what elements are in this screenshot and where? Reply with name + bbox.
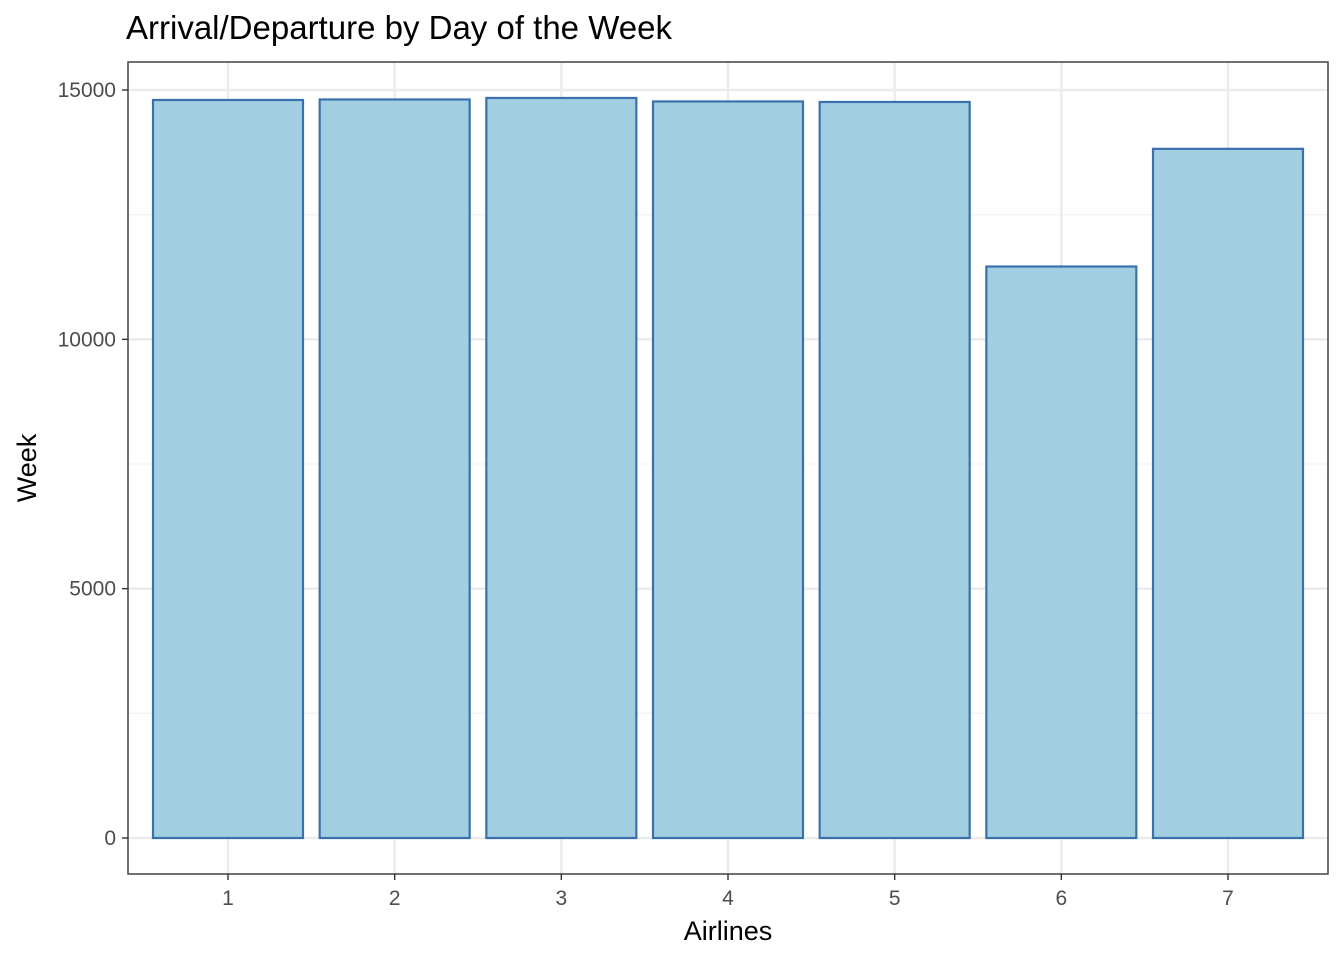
bar-7 — [1151, 147, 1305, 840]
bar-2 — [318, 98, 471, 840]
bar-4 — [651, 100, 805, 840]
x-axis: 1 2 3 4 5 6 7 — [222, 874, 1234, 910]
y-tick-label: 10000 — [58, 328, 116, 351]
x-tick-label: 7 — [1222, 887, 1234, 910]
x-tick-label: 2 — [389, 887, 401, 910]
x-tick-label: 1 — [222, 887, 234, 910]
y-axis: 0 5000 10000 15000 — [58, 79, 128, 850]
bar-6 — [985, 265, 1138, 840]
y-tick-label: 5000 — [69, 578, 116, 601]
bars — [151, 96, 1305, 840]
y-axis-title: Week — [12, 433, 42, 502]
x-tick-label: 6 — [1055, 887, 1067, 910]
chart-title: Arrival/Departure by Day of the Week — [126, 9, 672, 46]
x-tick-label: 5 — [889, 887, 901, 910]
bar-1 — [151, 98, 305, 840]
x-tick-label: 3 — [555, 887, 567, 910]
x-axis-title: Airlines — [684, 916, 773, 946]
bar-5 — [818, 100, 971, 840]
y-tick-label: 15000 — [58, 79, 116, 102]
x-tick-label: 4 — [722, 887, 734, 910]
y-tick-label: 0 — [104, 827, 116, 850]
bar-3 — [485, 96, 638, 840]
